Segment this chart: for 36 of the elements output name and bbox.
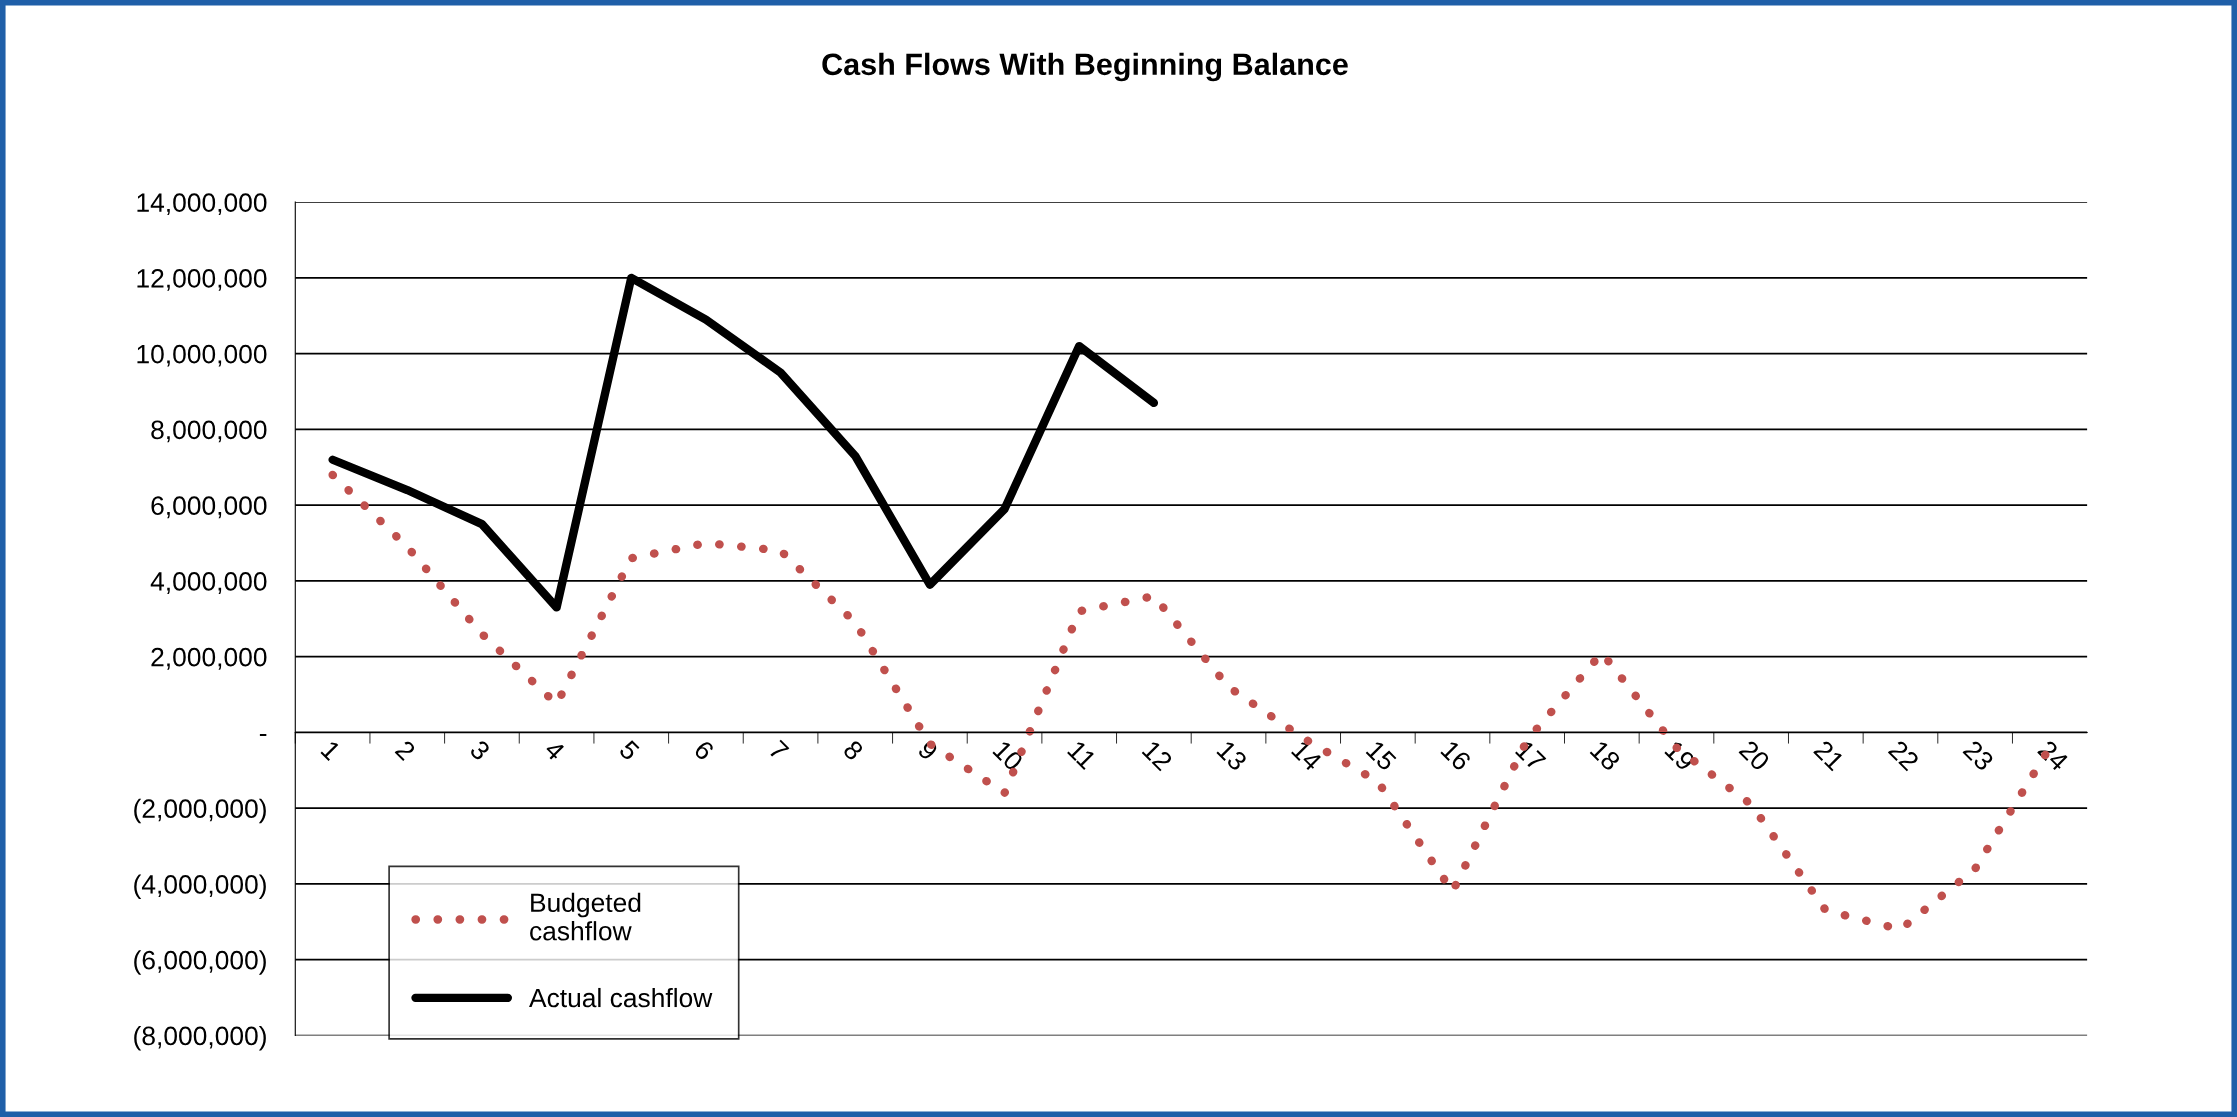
x-tick-label: 6: [693, 739, 715, 762]
x-tick-label: 2: [394, 739, 417, 761]
x-tick-label: 17: [1515, 740, 1547, 772]
y-tick-label: (4,000,000): [134, 874, 266, 899]
y-tick-label: -: [259, 733, 267, 737]
x-tick-label: 18: [1589, 739, 1622, 772]
y-tick-label: 14,000,000: [137, 193, 267, 216]
x-tick-label: 5: [618, 739, 641, 762]
y-tick-label: (8,000,000): [134, 1025, 266, 1051]
x-tick-label: 21: [1813, 739, 1846, 772]
x-tick-label: 12: [1141, 739, 1174, 772]
y-tick-label: 12,000,000: [137, 269, 267, 291]
y-tick-label: 2,000,000: [151, 647, 267, 670]
x-tick-label: 4: [543, 739, 566, 762]
x-tick-label: 3: [468, 739, 491, 762]
x-tick-label: 13: [1216, 739, 1248, 772]
x-tick-label: 22: [1887, 739, 1920, 772]
x-tick-label: 15: [1365, 740, 1398, 772]
y-tick-label: (6,000,000): [134, 950, 266, 975]
x-tick-label: 11: [1067, 740, 1097, 770]
y-tick-label: 8,000,000: [151, 420, 267, 443]
y-tick-label: 10,000,000: [137, 344, 267, 367]
x-tick-label: 14: [1291, 740, 1323, 772]
y-tick-label: 6,000,000: [151, 496, 267, 519]
x-tick-label: 1: [320, 740, 342, 761]
chart-title: Cash Flows With Beginning Balance: [822, 52, 1348, 82]
x-tick-label: 7: [768, 739, 790, 761]
x-tick-label: 10: [992, 739, 1025, 772]
x-tick-label: 20: [1738, 739, 1771, 772]
legend-label: Actual cashflow: [529, 987, 713, 1008]
x-tick-label: 23: [1962, 739, 1995, 772]
y-tick-label: (2,000,000): [134, 798, 266, 824]
x-tick-label: 8: [842, 739, 865, 762]
legend-label: Budgeted cashflow: [530, 892, 641, 941]
y-tick-label: 4,000,000: [150, 572, 267, 594]
x-tick-label: 16: [1440, 739, 1472, 772]
